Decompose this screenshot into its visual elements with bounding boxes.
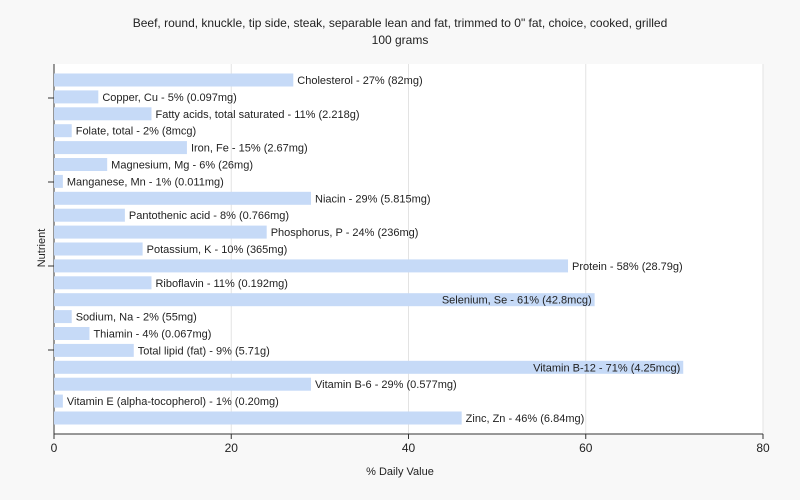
bar <box>54 293 595 307</box>
bar <box>54 191 312 205</box>
bar <box>54 73 294 87</box>
x-tick-label: 60 <box>579 441 593 455</box>
bar-data-label: Pantothenic acid - 8% (0.766mg) <box>129 210 289 222</box>
bar-data-label: Protein - 58% (28.79g) <box>572 261 683 273</box>
bar-data-label: Riboflavin - 11% (0.192mg) <box>155 278 287 290</box>
bar-data-label: Fatty acids, total saturated - 11% (2.21… <box>155 109 359 121</box>
bar <box>54 225 267 239</box>
bar-data-label: Phosphorus, P - 24% (236mg) <box>271 227 419 239</box>
bar-data-label: Copper, Cu - 5% (0.097mg) <box>102 92 237 104</box>
bar <box>54 276 152 290</box>
bar-data-label: Vitamin B-12 - 71% (4.25mcg) <box>533 362 680 374</box>
bar-data-label: Thiamin - 4% (0.067mg) <box>93 329 211 341</box>
bar <box>54 208 125 222</box>
bar <box>54 124 72 138</box>
bar <box>54 242 143 256</box>
bar <box>54 343 134 357</box>
chart-subtitle: 100 grams <box>371 33 429 47</box>
bar-data-label: Potassium, K - 10% (365mg) <box>147 244 288 256</box>
bar <box>54 394 63 408</box>
bar-data-label: Sodium, Na - 2% (55mg) <box>76 312 197 324</box>
chart-title: Beef, round, knuckle, tip side, steak, s… <box>132 16 668 30</box>
x-tick-label: 20 <box>225 441 239 455</box>
bar <box>54 259 569 273</box>
bar <box>54 174 63 188</box>
bar-data-label: Vitamin B-6 - 29% (0.577mg) <box>315 379 457 391</box>
bar <box>54 158 108 171</box>
x-tick-label: 80 <box>756 441 770 455</box>
bar <box>54 377 312 391</box>
x-tick-label: 0 <box>51 441 58 455</box>
bar <box>54 310 72 324</box>
bar-data-label: Folate, total - 2% (8mcg) <box>76 126 196 138</box>
bar <box>54 360 684 374</box>
bar-data-label: Zinc, Zn - 46% (6.84mg) <box>466 413 585 425</box>
bar <box>54 411 462 425</box>
x-tick-label: 40 <box>402 441 416 455</box>
bar-data-label: Selenium, Se - 61% (42.8mcg) <box>442 295 592 307</box>
bar-data-label: Cholesterol - 27% (82mg) <box>297 75 422 87</box>
bar-data-label: Iron, Fe - 15% (2.67mg) <box>191 143 308 155</box>
bar-data-label: Total lipid (fat) - 9% (5.71g) <box>138 345 270 357</box>
x-axis-label: % Daily Value <box>366 466 434 478</box>
bar-data-label: Vitamin E (alpha-tocopherol) - 1% (0.20m… <box>67 396 279 408</box>
bar <box>54 107 152 121</box>
bar <box>54 327 90 340</box>
y-axis-label: Nutrient <box>36 228 48 268</box>
bar-data-label: Niacin - 29% (5.815mg) <box>315 193 431 205</box>
bar <box>54 141 187 155</box>
bar <box>54 90 99 104</box>
bar-data-label: Manganese, Mn - 1% (0.011mg) <box>67 176 224 188</box>
bar-data-label: Magnesium, Mg - 6% (26mg) <box>111 160 253 172</box>
